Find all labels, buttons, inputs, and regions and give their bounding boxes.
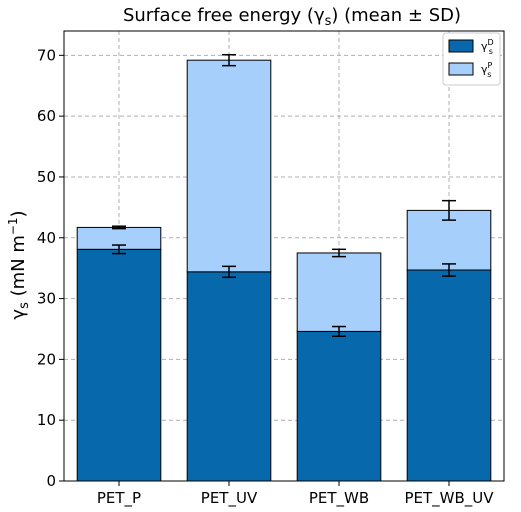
y-tick-label: 30	[37, 290, 56, 308]
y-tick-label: 70	[37, 46, 56, 64]
bar-pet-uv-series-0	[186, 271, 272, 482]
chart-title: Surface free energy (γs) (mean ± SD)	[123, 5, 461, 29]
y-tick-label: 60	[37, 107, 56, 125]
bar-pet-wb-series-1	[296, 252, 382, 332]
x-tick-label: PET_P	[97, 489, 141, 508]
y-tick-label: 0	[46, 472, 56, 490]
plot-frame	[63, 30, 505, 482]
x-tick-label: PET_WB_UV	[404, 489, 494, 508]
legend-swatch-dispersive	[448, 39, 474, 53]
y-tick-label: 50	[37, 168, 56, 186]
x-axis-ticks: PET_P PET_UV PET_WB PET_WB_UV	[97, 481, 494, 508]
y-tick-label: 40	[37, 229, 56, 247]
legend: γD s γP s	[442, 32, 501, 86]
y-axis-label: γs (mN m−1)	[6, 210, 32, 319]
y-tick-label: 10	[37, 411, 56, 429]
bar-pet-uv-series-1	[186, 59, 272, 273]
bars	[76, 59, 492, 482]
legend-swatch-polar	[448, 62, 474, 76]
y-tick-label: 20	[37, 350, 56, 368]
x-tick-label: PET_WB	[309, 489, 369, 508]
legend-label-polar: γP s	[481, 61, 493, 79]
bar-pet-wb-uv-series-0	[406, 269, 492, 482]
bar-pet-p-series-0	[76, 248, 162, 482]
error-bars	[112, 53, 456, 338]
bar-pet-wb-series-0	[296, 330, 382, 482]
x-tick-label: PET_UV	[201, 489, 258, 508]
y-axis-ticks: 0 10 20 30 40 50 60 70	[37, 46, 64, 490]
legend-label-dispersive: γD s	[481, 38, 494, 56]
